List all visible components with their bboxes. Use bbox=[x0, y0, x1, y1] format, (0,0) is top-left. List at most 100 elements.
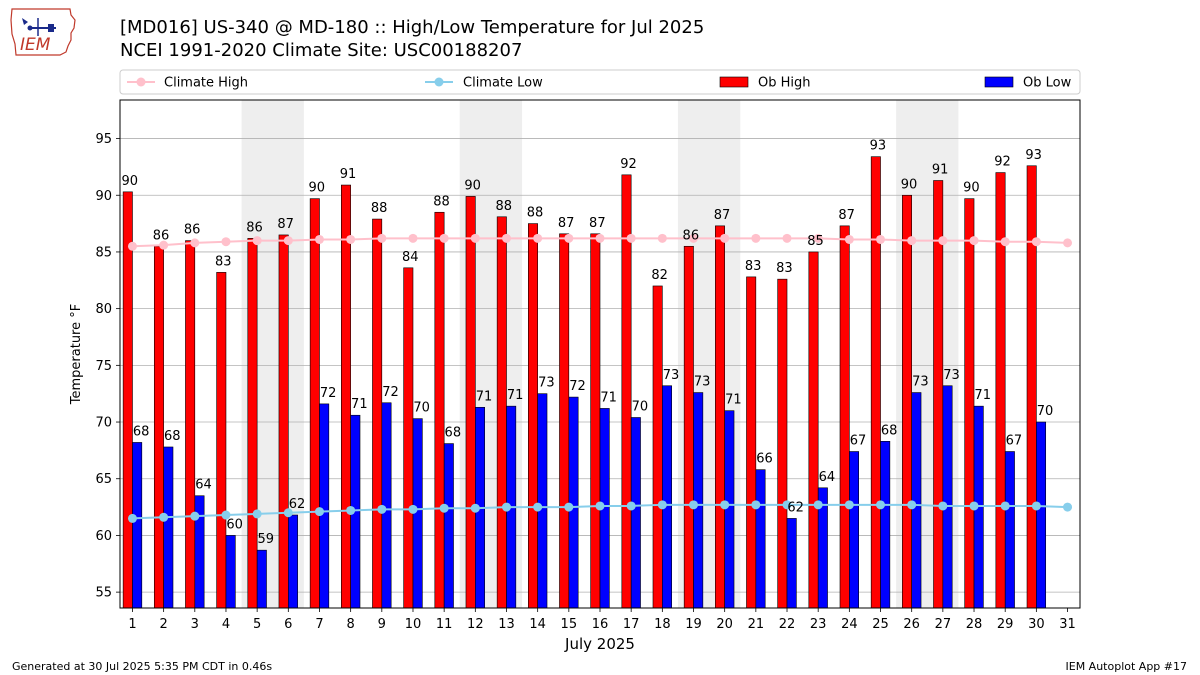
x-tick-label: 15 bbox=[561, 617, 578, 632]
climate-low-point bbox=[501, 502, 511, 512]
ob-high-label: 87 bbox=[714, 208, 731, 223]
climate-high-point bbox=[346, 234, 356, 244]
climate-high-point bbox=[408, 233, 418, 243]
ob-high-label: 88 bbox=[496, 199, 513, 214]
ob-low-label: 68 bbox=[164, 429, 181, 444]
ob-low-bar bbox=[786, 518, 797, 609]
ob-low-label: 73 bbox=[694, 375, 711, 390]
ob-high-label: 93 bbox=[1025, 148, 1042, 163]
ob-low-label: 72 bbox=[320, 386, 337, 401]
climate-low-point bbox=[595, 501, 605, 511]
x-tick-label: 3 bbox=[191, 617, 199, 632]
ob-high-bar bbox=[1026, 165, 1037, 609]
x-tick-label: 5 bbox=[253, 617, 261, 632]
ob-low-bar bbox=[319, 403, 330, 609]
ob-low-bar bbox=[662, 385, 672, 609]
ob-low-label: 68 bbox=[445, 426, 462, 441]
x-axis-label: July 2025 bbox=[564, 635, 635, 653]
generated-timestamp: Generated at 30 Jul 2025 5:35 PM CDT in … bbox=[12, 660, 273, 673]
x-tick-label: 25 bbox=[872, 617, 889, 632]
ob-low-label: 62 bbox=[289, 497, 306, 512]
x-tick-label: 9 bbox=[378, 617, 386, 632]
x-tick-label: 19 bbox=[685, 617, 702, 632]
climate-low-point bbox=[314, 507, 324, 517]
climate-high-point bbox=[501, 233, 511, 243]
ob-high-label: 90 bbox=[309, 181, 326, 196]
y-tick-label: 90 bbox=[95, 189, 112, 204]
ob-high-bar bbox=[372, 218, 383, 609]
ob-low-bar bbox=[755, 469, 766, 609]
x-tick-label: 11 bbox=[436, 617, 453, 632]
ob-low-label: 70 bbox=[413, 401, 430, 416]
climate-high-point bbox=[1031, 237, 1041, 247]
ob-high-bar bbox=[496, 216, 507, 609]
x-tick-label: 14 bbox=[529, 617, 546, 632]
ob-high-label: 86 bbox=[246, 220, 263, 235]
ob-high-label: 93 bbox=[870, 139, 887, 154]
ob-high-label: 92 bbox=[994, 155, 1011, 170]
ob-high-bar bbox=[153, 245, 164, 609]
ob-high-bar bbox=[683, 245, 694, 609]
climate-low-point bbox=[346, 505, 356, 515]
ob-low-label: 64 bbox=[819, 470, 836, 485]
climate-low-point bbox=[876, 500, 886, 510]
ob-high-label: 83 bbox=[776, 261, 793, 276]
legend-ob-high-label: Ob High bbox=[758, 76, 811, 91]
ob-low-label: 71 bbox=[600, 390, 617, 405]
ob-low-bar bbox=[443, 443, 454, 609]
climate-low-point bbox=[1031, 501, 1041, 511]
ob-high-label: 90 bbox=[963, 181, 980, 196]
ob-low-bar bbox=[849, 451, 860, 609]
climate-high-point bbox=[564, 233, 574, 243]
y-tick-label: 85 bbox=[95, 245, 112, 260]
ob-low-label: 70 bbox=[632, 400, 649, 415]
chart-title: [MD016] US-340 @ MD-180 :: High/Low Temp… bbox=[120, 17, 705, 38]
climate-low-point bbox=[1000, 501, 1010, 511]
ob-low-label: 64 bbox=[195, 478, 212, 493]
ob-low-label: 68 bbox=[133, 424, 150, 439]
ob-high-label: 87 bbox=[589, 216, 606, 231]
y-tick-label: 65 bbox=[95, 472, 112, 487]
climate-high-point bbox=[470, 233, 480, 243]
ob-high-label: 87 bbox=[277, 217, 294, 232]
ob-high-label: 86 bbox=[153, 228, 170, 243]
legend-climate-low-marker bbox=[434, 77, 444, 87]
ob-low-bar bbox=[163, 446, 174, 609]
ob-low-label: 71 bbox=[974, 388, 991, 403]
legend-ob-low-label: Ob Low bbox=[1023, 76, 1072, 91]
ob-low-label: 73 bbox=[912, 375, 929, 390]
ob-high-bar bbox=[746, 276, 757, 609]
ob-high-label: 87 bbox=[558, 216, 575, 231]
climate-low-point bbox=[844, 500, 854, 510]
ob-low-bar bbox=[693, 392, 704, 609]
ob-high-label: 83 bbox=[745, 259, 762, 274]
climate-low-point bbox=[720, 500, 730, 510]
climate-low-point bbox=[159, 512, 169, 522]
climate-high-point bbox=[657, 233, 667, 243]
ob-high-bar bbox=[839, 225, 850, 609]
ob-high-label: 87 bbox=[838, 208, 855, 223]
x-tick-label: 20 bbox=[716, 617, 733, 632]
x-tick-label: 26 bbox=[903, 617, 920, 632]
x-tick-label: 16 bbox=[592, 617, 609, 632]
climate-low-point bbox=[221, 510, 231, 520]
x-tick-label: 29 bbox=[997, 617, 1014, 632]
climate-high-point bbox=[626, 233, 636, 243]
climate-low-point bbox=[564, 502, 574, 512]
climate-high-point bbox=[221, 237, 231, 247]
ob-high-bar bbox=[590, 233, 601, 609]
y-tick-label: 60 bbox=[95, 529, 112, 544]
climate-low-point bbox=[533, 502, 543, 512]
ob-low-label: 66 bbox=[756, 452, 773, 467]
ob-high-bar bbox=[528, 223, 538, 609]
ob-low-label: 73 bbox=[538, 376, 555, 391]
ob-low-bar bbox=[942, 385, 953, 609]
y-tick-label: 70 bbox=[95, 416, 112, 431]
climate-high-point bbox=[1000, 237, 1010, 247]
ob-high-label: 86 bbox=[184, 223, 201, 238]
climate-high-point bbox=[533, 233, 543, 243]
climate-low-point bbox=[1063, 502, 1073, 512]
ob-low-label: 71 bbox=[725, 393, 742, 408]
x-tick-label: 24 bbox=[841, 617, 858, 632]
legend-climate-high-marker bbox=[136, 77, 146, 87]
